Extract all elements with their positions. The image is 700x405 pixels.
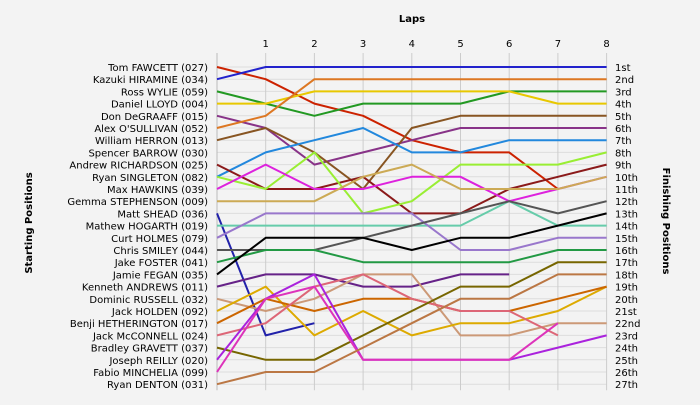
driver-series-line bbox=[216, 273, 559, 337]
starting-position-label: William HERRON (013) bbox=[95, 136, 208, 147]
finishing-position-label: 20th bbox=[615, 295, 638, 306]
finishing-position-label: 23rd bbox=[615, 331, 638, 342]
driver-series-line bbox=[217, 90, 607, 105]
starting-position-label: Bradley GRAVETT (037) bbox=[91, 344, 208, 355]
finishing-position-label: 6th bbox=[615, 124, 632, 135]
lap-tick-label: 4 bbox=[409, 39, 415, 50]
finishing-position-label: 9th bbox=[615, 161, 632, 172]
driver-series-line bbox=[216, 78, 607, 129]
driver-series-line bbox=[216, 163, 607, 203]
finishing-position-label: 22nd bbox=[615, 319, 640, 330]
driver-series-line bbox=[217, 163, 607, 203]
finishing-position-label: 5th bbox=[615, 112, 632, 123]
starting-position-label: Tom FAWCETT (027) bbox=[107, 63, 208, 74]
starting-position-label: Mathew HOGARTH (019) bbox=[86, 222, 209, 233]
finishing-position-label: 11th bbox=[615, 185, 638, 196]
starting-position-label: Jamie FEGAN (035) bbox=[112, 270, 208, 281]
finishing-position-labels: 1st2nd3rd4th5th6th7th8th9th10th11th12th1… bbox=[615, 63, 640, 391]
starting-position-label: Spencer BARROW (030) bbox=[88, 148, 208, 159]
driver-lines bbox=[216, 66, 608, 386]
starting-position-label: Matt SHEAD (036) bbox=[117, 209, 208, 220]
driver-series-line bbox=[216, 273, 607, 386]
finishing-position-label: 16th bbox=[615, 246, 638, 257]
finishing-position-label: 8th bbox=[615, 148, 632, 159]
driver-series-line bbox=[216, 249, 607, 264]
starting-position-label: Chris SMILEY (044) bbox=[113, 246, 208, 257]
lap-tick-label: 2 bbox=[311, 39, 317, 50]
driver-series-line bbox=[216, 66, 559, 190]
finishing-position-label: 14th bbox=[615, 222, 638, 233]
driver-series-line bbox=[216, 114, 607, 190]
starting-position-label: Gemma STEPHENSON (009) bbox=[67, 197, 208, 208]
driver-series-line bbox=[216, 285, 559, 373]
starting-position-label: Jack McCONNELL (024) bbox=[92, 331, 208, 342]
starting-position-label: Kenneth ANDREWS (011) bbox=[82, 283, 208, 294]
driver-series-line bbox=[216, 273, 510, 288]
starting-position-label: Ryan SINGLETON (082) bbox=[92, 173, 208, 184]
lap-tick-label: 8 bbox=[603, 39, 609, 50]
driver-series-line bbox=[216, 212, 607, 276]
right-axis-label: Finishing Positions bbox=[660, 168, 671, 275]
driver-series-line bbox=[216, 127, 607, 178]
finishing-position-label: 4th bbox=[615, 100, 632, 111]
finishing-position-label: 19th bbox=[615, 283, 638, 294]
starting-position-label: Curt HOLMES (079) bbox=[111, 234, 208, 245]
starting-position-label: Joseph REILLY (020) bbox=[108, 356, 208, 367]
starting-position-label: Andrew RICHARDSON (025) bbox=[69, 161, 208, 172]
lap-tick-label: 1 bbox=[263, 39, 269, 50]
finishing-position-label: 24th bbox=[615, 344, 638, 355]
driver-series-line bbox=[216, 90, 607, 117]
finishing-position-label: 25th bbox=[615, 356, 638, 367]
starting-position-label: Kazuki HIRAMINE (034) bbox=[93, 75, 208, 86]
chart-title: Laps bbox=[399, 14, 425, 25]
finishing-position-label: 17th bbox=[615, 258, 638, 269]
starting-position-label: Ryan DENTON (031) bbox=[107, 380, 208, 391]
finishing-position-label: 1st bbox=[615, 63, 631, 74]
lap-tick-labels: 1 2 3 4 5 6 7 8 bbox=[263, 39, 610, 50]
starting-position-label: Fabio MINCHELIA (099) bbox=[93, 368, 208, 379]
finishing-position-label: 10th bbox=[615, 173, 638, 184]
driver-series-line bbox=[216, 212, 607, 251]
finishing-position-label: 27th bbox=[615, 380, 638, 391]
driver-series-line bbox=[216, 66, 607, 81]
finishing-position-label: 15th bbox=[615, 234, 638, 245]
finishing-position-label: 18th bbox=[615, 270, 638, 281]
driver-series-line bbox=[216, 114, 607, 166]
finishing-position-label: 26th bbox=[615, 368, 638, 379]
starting-position-label: Daniel LLOYD (004) bbox=[111, 100, 208, 111]
starting-position-label: Don DeGRAAFF (015) bbox=[101, 112, 208, 123]
lap-tick-label: 3 bbox=[360, 39, 366, 50]
starting-position-label: Max HAWKINS (039) bbox=[107, 185, 208, 196]
starting-position-label: Jack HOLDEN (092) bbox=[111, 307, 208, 318]
starting-position-labels: Tom FAWCETT (027)Kazuki HIRAMINE (034)Ro… bbox=[67, 63, 208, 391]
finishing-position-label: 21st bbox=[615, 307, 637, 318]
driver-series-line bbox=[216, 151, 607, 215]
finishing-position-label: 2nd bbox=[615, 75, 634, 86]
finishing-position-label: 7th bbox=[615, 136, 632, 147]
finishing-position-label: 3rd bbox=[615, 87, 632, 98]
starting-position-label: Dominic RUSSELL (032) bbox=[89, 295, 208, 306]
lap-tick-label: 5 bbox=[457, 39, 463, 50]
driver-series-line bbox=[216, 261, 607, 361]
driver-series-line bbox=[216, 213, 315, 337]
starting-position-label: Alex O'SULLIVAN (052) bbox=[94, 124, 208, 135]
lap-tick-label: 6 bbox=[506, 39, 512, 50]
finishing-position-label: 13th bbox=[615, 209, 638, 220]
lap-tick-label: 7 bbox=[555, 39, 561, 50]
starting-position-label: Jake FOSTER (041) bbox=[114, 258, 208, 269]
starting-position-label: Ross WYLIE (059) bbox=[121, 87, 208, 98]
left-axis-label: Starting Positions bbox=[24, 172, 35, 273]
finishing-position-label: 12th bbox=[615, 197, 638, 208]
starting-position-label: Benji HETHERINGTON (017) bbox=[70, 319, 208, 330]
